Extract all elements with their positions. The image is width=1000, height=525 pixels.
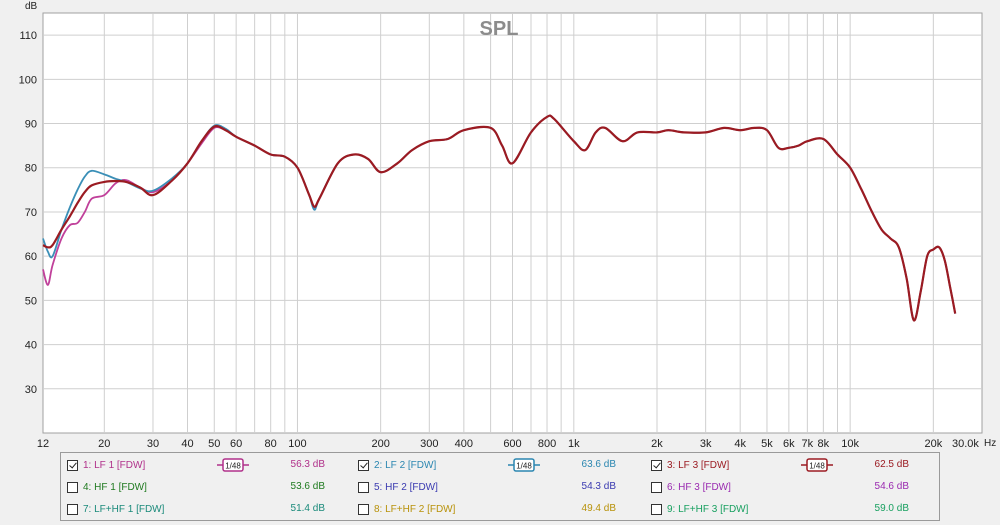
x-tick-label: 10k — [841, 438, 859, 450]
svg-text:1/48: 1/48 — [225, 462, 241, 471]
smoothing-icon[interactable]: 1/48 — [801, 458, 833, 472]
x-tick-label: 300 — [420, 438, 438, 450]
legend-row: 7: LF+HF 1 [FDW] 51.4 dB 8: LF+HF 2 [FDW] 4… — [61, 499, 939, 519]
legend-item[interactable]: 6: HF 3 [FDW] — [651, 477, 731, 497]
legend-item[interactable]: 4: HF 1 [FDW] — [67, 477, 147, 497]
x-tick-label: 50 — [208, 438, 220, 450]
legend-item[interactable]: 9: LF+HF 3 [FDW] — [651, 499, 748, 519]
legend-value: 54.3 dB — [581, 481, 616, 492]
vertical-grid — [103, 13, 934, 433]
legend-label: 7: LF+HF 1 [FDW] — [83, 503, 165, 515]
legend-value: 53.6 dB — [290, 481, 325, 492]
x-axis-unit: Hz — [984, 438, 996, 449]
x-tick-label: 6k — [783, 438, 795, 450]
legend-item[interactable]: 5: HF 2 [FDW] — [358, 477, 438, 497]
y-tick-label: 70 — [25, 207, 37, 219]
x-tick-label: 4k — [734, 438, 746, 450]
legend-checkbox[interactable] — [67, 459, 78, 471]
x-tick-label: 3k — [700, 438, 712, 450]
legend-item[interactable]: 3: LF 3 [FDW] — [651, 455, 729, 475]
x-tick-label: 1k — [568, 438, 580, 450]
legend-checkbox[interactable] — [651, 459, 662, 471]
legend-label: 5: HF 2 [FDW] — [374, 481, 438, 493]
legend-value: 56.3 dB — [290, 459, 325, 470]
x-tick-label: 600 — [503, 438, 521, 450]
legend-value: 54.6 dB — [874, 481, 909, 492]
spl-chart: 30 40 50 60 70 80 90 100 110 12 20 30 40 50 60 80 100 20… — [19, 1, 997, 450]
x-tick-label: 20 — [98, 438, 110, 450]
legend-label: 2: LF 2 [FDW] — [374, 459, 437, 471]
y-tick-label: 100 — [19, 74, 37, 86]
legend-checkbox[interactable] — [358, 503, 369, 515]
x-tick-label: 30 — [147, 438, 159, 450]
legend-label: 8: LF+HF 2 [FDW] — [374, 503, 456, 515]
legend-checkbox[interactable] — [651, 503, 662, 515]
legend-item[interactable]: 1: LF 1 [FDW] — [67, 455, 145, 475]
legend-checkbox[interactable] — [358, 459, 369, 471]
legend-checkbox[interactable] — [651, 481, 662, 493]
y-tick-label: 50 — [25, 295, 37, 307]
horizontal-grid — [43, 34, 982, 390]
legend-label: 3: LF 3 [FDW] — [667, 459, 730, 471]
series-line-3 — [42, 114, 957, 322]
x-tick-labels: 12 20 30 40 50 60 80 100 200 300 400 600 800 1k 2k 3k 4k… — [37, 438, 980, 450]
series-lines — [42, 114, 957, 322]
legend-label: 6: HF 3 [FDW] — [667, 481, 731, 493]
legend-row: 1: LF 1 [FDW] 1/48 56.3 dB 2: LF 2 [FDW] 1/4… — [61, 455, 939, 475]
legend-item[interactable]: 2: LF 2 [FDW] — [358, 455, 436, 475]
legend-label: 1: LF 1 [FDW] — [83, 459, 146, 471]
chart-title: SPL — [480, 18, 519, 40]
x-tick-label: 30.0k — [952, 438, 979, 450]
legend-value: 62.5 dB — [874, 459, 909, 470]
y-tick-label: 80 — [25, 163, 37, 175]
legend-value: 51.4 dB — [290, 503, 325, 514]
x-tick-label: 12 — [37, 438, 49, 450]
x-tick-label: 200 — [371, 438, 389, 450]
legend-item[interactable]: 7: LF+HF 1 [FDW] — [67, 499, 164, 519]
y-tick-label: 90 — [25, 119, 37, 131]
x-tick-label: 7k — [802, 438, 814, 450]
legend-item[interactable]: 8: LF+HF 2 [FDW] — [358, 499, 455, 519]
y-tick-label: 110 — [19, 30, 37, 42]
x-tick-label: 80 — [265, 438, 277, 450]
legend-value: 49.4 dB — [581, 503, 616, 514]
x-tick-label: 2k — [651, 438, 663, 450]
smoothing-icon[interactable]: 1/48 — [217, 458, 249, 472]
legend-checkbox[interactable] — [67, 503, 78, 515]
svg-text:1/48: 1/48 — [809, 462, 825, 471]
legend-checkbox[interactable] — [67, 481, 78, 493]
y-tick-label: 60 — [25, 251, 37, 263]
x-tick-label: 8k — [818, 438, 830, 450]
legend-checkbox[interactable] — [358, 481, 369, 493]
svg-text:1/48: 1/48 — [516, 462, 532, 471]
y-tick-label: 30 — [25, 384, 37, 396]
legend-row: 4: HF 1 [FDW] 53.6 dB 5: HF 2 [FDW] 54.3 dB… — [61, 477, 939, 497]
y-tick-label: 40 — [25, 340, 37, 352]
smoothing-icon[interactable]: 1/48 — [508, 458, 540, 472]
y-axis-label: dB — [25, 1, 38, 12]
x-tick-label: 400 — [455, 438, 473, 450]
legend-label: 9: LF+HF 3 [FDW] — [667, 503, 749, 515]
x-tick-label: 800 — [538, 438, 556, 450]
legend-value: 59.0 dB — [874, 503, 909, 514]
legend-panel: 1: LF 1 [FDW] 1/48 56.3 dB 2: LF 2 [FDW] 1/4… — [60, 452, 940, 521]
x-tick-label: 5k — [761, 438, 773, 450]
x-tick-label: 20k — [924, 438, 942, 450]
x-tick-label: 100 — [288, 438, 306, 450]
x-tick-label: 60 — [230, 438, 242, 450]
legend-value: 63.6 dB — [581, 459, 616, 470]
x-tick-label: 40 — [181, 438, 193, 450]
legend-label: 4: HF 1 [FDW] — [83, 481, 147, 493]
y-tick-labels: 30 40 50 60 70 80 90 100 110 — [19, 30, 37, 396]
